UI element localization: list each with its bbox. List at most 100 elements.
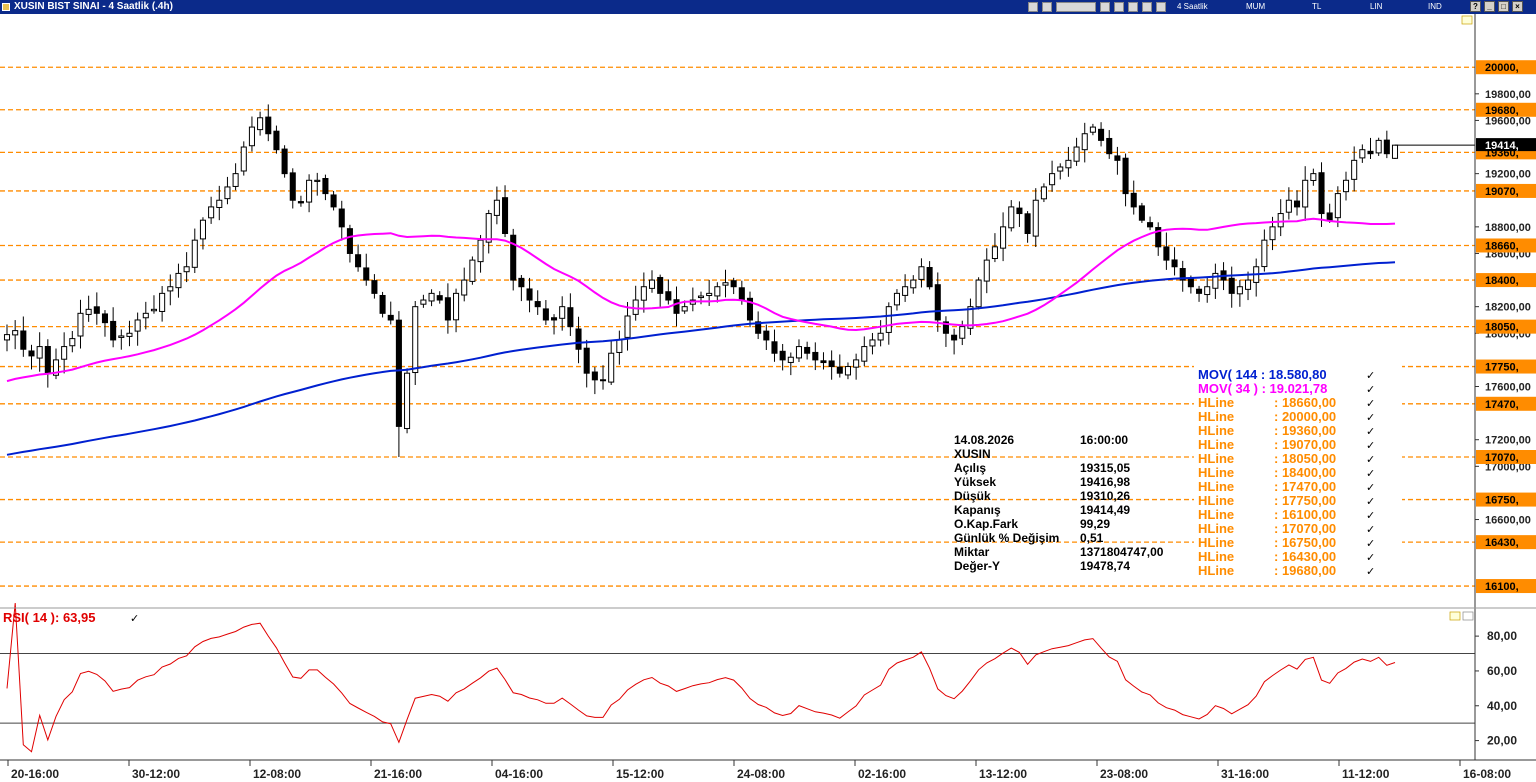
toolbar-tool-icon[interactable]: [1156, 2, 1166, 12]
toolbar-tool-icon[interactable]: [1142, 2, 1152, 12]
legend-mov34: MOV( 34 ) : 19.021,78: [1198, 381, 1327, 396]
scale-button[interactable]: LIN: [1370, 2, 1383, 11]
last-price-tag: [1476, 138, 1536, 152]
toolbar-tool-icon[interactable]: [1028, 2, 1038, 12]
candle: [142, 301, 149, 330]
candle-body: [959, 326, 966, 339]
candle: [861, 336, 868, 367]
candle: [910, 275, 917, 294]
candle-body: [1008, 206, 1015, 229]
candle: [902, 274, 909, 302]
candle-body: [93, 306, 100, 314]
x-tick-label: 23-08:00: [1100, 767, 1148, 781]
y-tick-label: 17600,00: [1485, 381, 1531, 393]
candle-body: [175, 272, 182, 289]
candle-body: [28, 350, 35, 357]
toolbar-tool-icon[interactable]: [1100, 2, 1110, 12]
candle: [828, 350, 835, 380]
candle-body: [167, 286, 174, 292]
candle: [126, 320, 133, 347]
rsi-panel[interactable]: RSI( 14 ): 63,95 ✓: [0, 602, 1475, 753]
candle: [85, 295, 92, 322]
hline-price-label: 18660,: [1485, 240, 1519, 252]
hline-price-tag: [1476, 492, 1536, 507]
hline-price-label: 16100,: [1485, 581, 1519, 593]
candle: [404, 368, 411, 434]
candle: [338, 200, 345, 241]
candle-body: [779, 350, 786, 361]
legend-hline-name: HLine: [1198, 437, 1234, 452]
candle: [428, 289, 435, 307]
candle-body: [1326, 212, 1333, 221]
candle-body: [844, 366, 851, 376]
candle-body: [1302, 179, 1309, 208]
candle: [387, 301, 394, 325]
candle-type-button[interactable]: MUM: [1246, 2, 1266, 11]
candle: [1310, 168, 1317, 186]
candle: [1122, 153, 1129, 207]
candle: [363, 253, 370, 286]
candle-body: [502, 197, 509, 235]
candle: [591, 367, 598, 395]
toolbar-combo-icon[interactable]: [1056, 2, 1096, 12]
toolbar-tool-icon[interactable]: [1042, 2, 1052, 12]
candle: [436, 291, 443, 304]
candle-body: [893, 292, 900, 306]
price-panel[interactable]: [0, 66, 1475, 587]
x-tick-label: 02-16:00: [858, 767, 906, 781]
candle: [1212, 263, 1219, 299]
candle-body: [1130, 192, 1137, 208]
legend-hline-name: HLine: [1198, 465, 1234, 480]
legend-hline-value: : 19680,00: [1274, 563, 1336, 578]
candle: [485, 209, 492, 254]
y-tick-label: 18800,00: [1485, 222, 1531, 234]
candle: [191, 228, 198, 273]
legend-hline-name: HLine: [1198, 521, 1234, 536]
candle: [461, 267, 468, 302]
period-button[interactable]: 4 Saatlik: [1177, 2, 1208, 11]
candle: [150, 295, 157, 314]
candle: [1040, 183, 1047, 203]
candle: [444, 283, 451, 334]
candle-body: [85, 308, 92, 315]
candle: [967, 298, 974, 335]
minimize-icon[interactable]: _: [1484, 1, 1495, 12]
help-icon[interactable]: ?: [1470, 1, 1481, 12]
check-icon: ✓: [1366, 383, 1375, 396]
check-icon: ✓: [130, 612, 139, 625]
candle-body: [379, 294, 386, 314]
candle: [812, 342, 819, 371]
hline-price-label: 19070,: [1485, 186, 1519, 198]
candle: [101, 310, 109, 337]
legend-hline-value: : 20000,00: [1274, 409, 1336, 424]
candle: [787, 352, 794, 376]
maximize-icon[interactable]: □: [1498, 1, 1509, 12]
indicator-button[interactable]: IND: [1428, 2, 1442, 11]
candle-body: [404, 372, 411, 430]
toolbar-tool-icon[interactable]: [1114, 2, 1124, 12]
hline-price-tag: [1476, 238, 1536, 253]
info-label: Düşük: [954, 489, 991, 503]
legend-hline-value: : 19070,00: [1274, 437, 1336, 452]
legend-hline-value: : 18660,00: [1274, 395, 1336, 410]
hline-price-tag: [1476, 60, 1536, 75]
pencil-icon[interactable]: [1128, 2, 1138, 12]
candle: [1049, 160, 1056, 192]
candle-body: [1016, 207, 1023, 215]
candle-body: [281, 148, 288, 175]
candle: [175, 263, 182, 298]
info-time: 16:00:00: [1080, 433, 1128, 447]
currency-button[interactable]: TL: [1312, 2, 1322, 11]
candle-body: [910, 279, 917, 289]
candle: [820, 352, 827, 370]
check-icon: ✓: [1366, 439, 1375, 452]
candle-body: [1114, 155, 1121, 161]
hline-price-label: 17070,: [1485, 452, 1519, 464]
candle-body: [257, 117, 264, 131]
candle-body: [518, 277, 525, 288]
candle-body: [265, 116, 272, 135]
close-icon[interactable]: ×: [1512, 1, 1523, 12]
candle-body: [673, 299, 680, 314]
candle-body: [1163, 246, 1170, 261]
candle: [559, 296, 566, 331]
